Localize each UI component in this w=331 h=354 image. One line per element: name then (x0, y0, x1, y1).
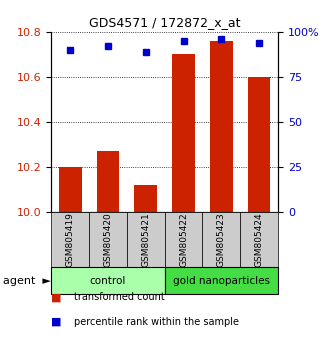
Bar (134, 185, 157, 212)
Bar (97, 152, 119, 212)
Text: GSM805420: GSM805420 (104, 212, 113, 267)
Bar (127, 212, 165, 267)
Text: GSM805423: GSM805423 (217, 212, 226, 267)
Bar (210, 41, 233, 212)
Bar (51, 267, 165, 294)
Text: GSM805421: GSM805421 (141, 212, 150, 267)
Text: GSM805424: GSM805424 (255, 212, 264, 267)
Text: transformed count: transformed count (74, 292, 165, 302)
Bar (203, 212, 240, 267)
Bar (51, 212, 89, 267)
Title: GDS4571 / 172872_x_at: GDS4571 / 172872_x_at (89, 16, 240, 29)
Bar (248, 77, 270, 212)
Text: agent  ►: agent ► (3, 275, 51, 286)
Text: control: control (90, 275, 126, 286)
Bar (165, 212, 203, 267)
Text: percentile rank within the sample: percentile rank within the sample (74, 317, 239, 327)
Text: ■: ■ (51, 317, 62, 327)
Bar (240, 212, 278, 267)
Text: GSM805419: GSM805419 (66, 212, 75, 267)
Bar (59, 167, 81, 212)
Bar (89, 212, 127, 267)
Text: gold nanoparticles: gold nanoparticles (173, 275, 270, 286)
Text: ■: ■ (51, 292, 62, 302)
Bar (172, 55, 195, 212)
Text: GSM805422: GSM805422 (179, 212, 188, 267)
Bar (165, 267, 278, 294)
